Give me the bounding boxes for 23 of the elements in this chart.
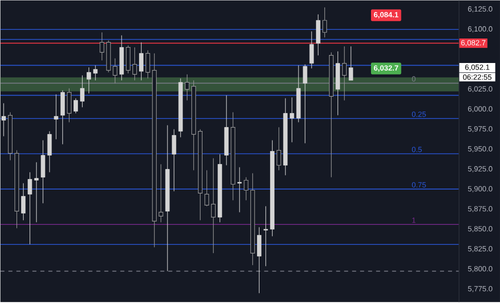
candlestick — [230, 112, 236, 201]
candlestick — [152, 53, 157, 248]
candlestick — [47, 131, 52, 173]
candlestick — [2, 103, 6, 137]
candlestick — [296, 65, 301, 123]
candlestick — [237, 167, 242, 213]
candlestick — [112, 58, 118, 84]
candlestick — [211, 158, 216, 254]
candlestick — [336, 51, 340, 116]
candlestick — [34, 162, 39, 223]
candlestick — [172, 129, 176, 192]
candlestick — [40, 140, 46, 204]
candlestick — [302, 64, 308, 144]
candlestick — [100, 32, 104, 61]
candlestick — [54, 94, 58, 140]
candlestick — [224, 95, 229, 166]
candlestick — [264, 206, 268, 267]
candlestick — [106, 40, 111, 73]
candlestick — [290, 97, 294, 143]
candlestick — [250, 173, 255, 266]
candlestick — [342, 46, 347, 101]
candlestick — [283, 98, 288, 176]
candlestick — [165, 125, 170, 272]
